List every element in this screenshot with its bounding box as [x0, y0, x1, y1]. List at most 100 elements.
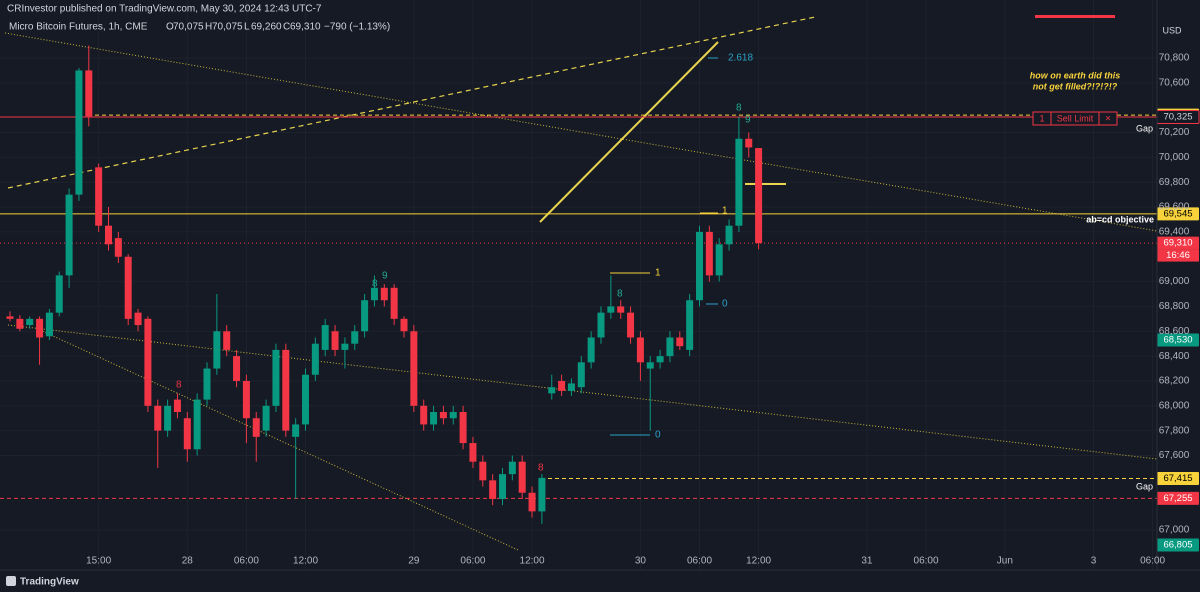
y-tick-label: 70,000 — [1159, 152, 1190, 163]
candle-body — [656, 356, 664, 363]
price-label-box — [1157, 538, 1199, 552]
brand: TradingView — [6, 576, 79, 588]
candle-body — [558, 380, 566, 391]
legend-value: 69,310 — [290, 22, 321, 33]
count-label: 8 — [372, 279, 378, 290]
count-label: 8 — [538, 463, 544, 474]
candle-body — [302, 374, 309, 425]
order-box[interactable]: 1 Sell Limit × — [1032, 111, 1118, 126]
legend: O 70,075 H 70,075 L 69,260 C 69,310 −790 (−1.13%… — [166, 22, 390, 33]
candles — [6, 45, 763, 524]
candle-body — [242, 380, 250, 419]
y-tick-label: 67,800 — [1159, 425, 1190, 436]
candle-body — [6, 316, 14, 319]
candle-body — [745, 138, 753, 148]
candle-body — [390, 287, 398, 319]
candle-body — [410, 331, 418, 406]
candle-body — [26, 318, 34, 326]
candle-body — [735, 138, 743, 226]
note: not get filled?!?!?!? — [1033, 81, 1118, 91]
candle-body — [627, 312, 635, 338]
x-tick-label: 12:00 — [293, 556, 318, 567]
candle-body — [489, 480, 497, 499]
candle-body — [538, 477, 546, 512]
y-tick-label: 68,200 — [1159, 376, 1190, 387]
fib-label: 0 — [722, 299, 728, 310]
order-close[interactable]: × — [1105, 114, 1111, 125]
y-tick-label: 68,400 — [1159, 351, 1190, 362]
publisher: CRInvestor published on TradingView.com,… — [7, 4, 322, 15]
count-label: 8 — [617, 289, 623, 300]
candle-body — [114, 238, 122, 257]
count-label: 9 — [382, 271, 388, 282]
candle-body — [420, 405, 428, 425]
candle-body — [105, 225, 112, 245]
candle-body — [154, 405, 162, 431]
candle-body — [134, 312, 142, 326]
candle-body — [528, 492, 536, 512]
candle-body — [311, 343, 319, 375]
y-tick-label: 70,200 — [1159, 127, 1190, 138]
candle-body — [361, 300, 369, 332]
candle-body — [380, 287, 388, 301]
y-tick-label: 69,600 — [1159, 202, 1190, 213]
candle-body — [203, 368, 211, 400]
candle-body — [449, 412, 457, 419]
candle-body — [755, 148, 763, 244]
candle-body — [577, 362, 585, 388]
price-label: 70,325 — [1163, 112, 1192, 123]
countdown-box — [1157, 249, 1199, 262]
y-tick-label: 69,400 — [1159, 227, 1190, 238]
candle-body — [55, 275, 63, 313]
candle-body — [95, 167, 103, 226]
fib-label: 0 — [655, 430, 661, 441]
candle-body — [666, 337, 674, 357]
x-tick-label: 06:00 — [1140, 556, 1165, 567]
legend-value: 69,260 — [251, 22, 282, 33]
candle-body — [341, 343, 349, 350]
candle-body — [183, 418, 191, 450]
candle-body — [715, 244, 723, 276]
candle-body — [272, 349, 280, 406]
fib-label: 1 — [722, 206, 728, 217]
count-label: 9 — [745, 115, 751, 126]
candle-body — [85, 70, 93, 117]
candle-body — [16, 318, 24, 329]
candle-body — [469, 443, 477, 462]
x-tick-label: 12:00 — [746, 556, 771, 567]
candle-body — [459, 412, 467, 444]
price-label: 66,805 — [1163, 540, 1192, 551]
candle-body — [193, 399, 201, 450]
candle-body — [45, 312, 53, 337]
candle-body — [686, 300, 694, 350]
candle-body — [164, 405, 172, 431]
candle-body — [508, 461, 516, 475]
price-label-box — [1157, 236, 1199, 250]
objective-label: ab=cd objective — [1086, 214, 1154, 224]
legend-value: 70,075 — [212, 22, 243, 33]
candle-body — [607, 306, 615, 313]
candle-body — [75, 70, 83, 195]
candle-body — [597, 312, 605, 338]
candle-body — [518, 461, 526, 493]
legend-key: H — [205, 22, 212, 33]
candle-body — [646, 362, 654, 369]
gap-label: Gap — [1136, 481, 1153, 491]
candle-body — [144, 318, 152, 406]
gap-label: Gap — [1136, 123, 1153, 133]
price-label: 67,255 — [1163, 493, 1192, 504]
x-tick-label: 30 — [635, 556, 647, 567]
order-bar — [1035, 15, 1115, 18]
trend-line — [7, 16, 816, 189]
candle-body — [282, 349, 290, 431]
candle-body — [262, 405, 270, 431]
price-label-box — [1157, 207, 1199, 221]
candle-body — [36, 318, 44, 338]
note: how on earth did this — [1030, 70, 1121, 80]
fib-label: 1 — [655, 268, 661, 279]
candle-body — [65, 194, 73, 276]
candle-body — [233, 356, 241, 381]
price-label-box — [1157, 333, 1199, 347]
